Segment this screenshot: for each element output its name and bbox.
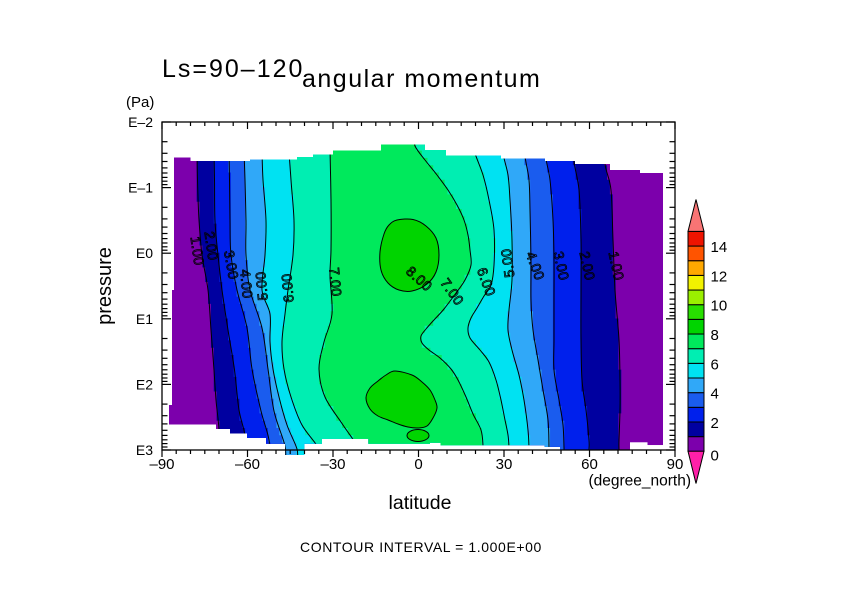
svg-text:1.00: 1.00 [188,235,208,266]
svg-text:6.00: 6.00 [278,273,296,304]
svg-text:E–2: E–2 [128,114,153,130]
svg-text:2: 2 [711,415,719,432]
svg-text:–90: –90 [149,456,174,473]
svg-text:E1: E1 [136,311,153,327]
svg-text:6: 6 [711,356,719,373]
svg-text:(Pa): (Pa) [126,94,154,111]
svg-text:5.00: 5.00 [498,247,518,278]
svg-text:pressure: pressure [94,247,116,325]
svg-text:E0: E0 [136,245,153,261]
svg-text:0: 0 [414,456,422,473]
svg-text:–30: –30 [320,456,345,473]
svg-text:2.00: 2.00 [577,250,599,282]
svg-text:E3: E3 [136,442,153,458]
svg-text:CONTOUR INTERVAL = 1.000E+0: CONTOUR INTERVAL = 1.000E+00 [300,539,542,555]
svg-text:3.00: 3.00 [221,249,242,281]
svg-text:angular momentum: angular momentum [302,65,541,93]
svg-text:7.00: 7.00 [326,267,344,298]
svg-text:0: 0 [711,447,719,464]
svg-text:1.00: 1.00 [606,250,628,282]
svg-text:E–1: E–1 [128,180,153,196]
svg-text:90: 90 [667,456,684,473]
svg-text:30: 30 [496,456,513,473]
svg-text:60: 60 [581,456,598,473]
svg-text:4: 4 [711,386,719,403]
svg-text:2.00: 2.00 [202,230,222,261]
svg-text:latitude: latitude [389,492,452,514]
svg-text:12: 12 [711,268,728,285]
svg-text:4.00: 4.00 [237,269,255,300]
svg-text:14: 14 [711,239,728,256]
svg-text:E2: E2 [136,376,153,392]
svg-text:Ls=90–120: Ls=90–120 [162,55,304,83]
svg-text:5.00: 5.00 [252,271,270,302]
svg-text:8: 8 [711,327,719,344]
svg-text:10: 10 [711,298,728,315]
svg-text:3.00: 3.00 [551,250,573,282]
svg-text:(degree_north): (degree_north) [588,473,691,490]
svg-text:–60: –60 [235,456,260,473]
